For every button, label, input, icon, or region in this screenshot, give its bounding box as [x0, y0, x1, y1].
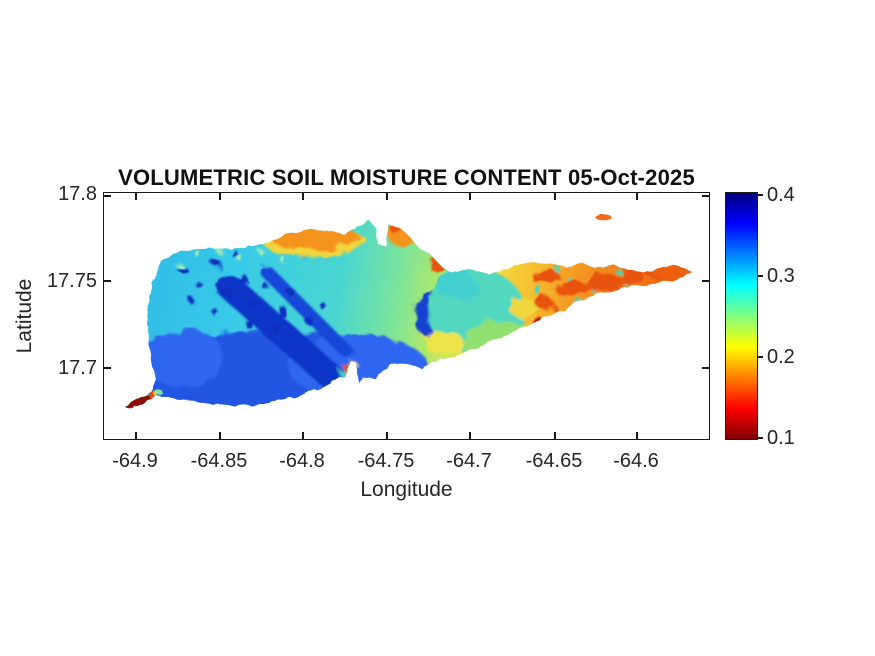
colorbar-tick-mark: [758, 437, 763, 439]
x-axis-label: Longitude: [360, 478, 453, 501]
colorbar-tick-label: 0.4: [767, 184, 795, 206]
x-tick-label: -64.6: [613, 450, 659, 472]
tick-mark: [104, 280, 111, 282]
colorbar-tick-label: 0.2: [767, 346, 795, 368]
tick-mark: [636, 193, 638, 200]
colorbar-tick-mark: [758, 275, 763, 277]
tick-mark: [135, 432, 137, 439]
y-tick-label: 17.75: [46, 270, 97, 292]
x-tick-label: -64.65: [525, 450, 583, 472]
tick-mark: [386, 432, 388, 439]
y-tick-label: 17.8: [58, 183, 97, 205]
colorbar-tick-mark: [758, 356, 763, 358]
tick-mark: [219, 193, 221, 200]
tick-mark: [702, 195, 709, 197]
figure-title: VOLUMETRIC SOIL MOISTURE CONTENT 05-Oct-…: [118, 165, 695, 190]
plot-area: [103, 192, 710, 440]
tick-mark: [554, 432, 556, 439]
tick-mark: [636, 432, 638, 439]
tick-mark: [302, 193, 304, 200]
x-tick-label: -64.8: [279, 450, 325, 472]
tick-mark: [469, 193, 471, 200]
tick-mark: [302, 432, 304, 439]
x-tick-label: -64.9: [112, 450, 158, 472]
tick-mark: [219, 432, 221, 439]
colorbar-tick-label: 0.1: [767, 427, 795, 449]
tick-mark: [702, 367, 709, 369]
y-axis-label: Latitude: [13, 278, 36, 354]
tick-mark: [135, 193, 137, 200]
tick-mark: [469, 432, 471, 439]
tick-mark: [104, 195, 111, 197]
tick-mark: [104, 367, 111, 369]
y-tick-label: 17.7: [58, 357, 97, 379]
x-tick-label: -64.85: [190, 450, 248, 472]
island-map: [125, 214, 692, 409]
tick-mark: [554, 193, 556, 200]
tick-mark: [386, 193, 388, 200]
x-tick-label: -64.75: [357, 450, 415, 472]
colorbar-tick-mark: [758, 194, 763, 196]
buck-island: [595, 214, 611, 220]
tick-mark: [702, 280, 709, 282]
x-tick-label: -64.7: [446, 450, 492, 472]
colorbar: [725, 192, 758, 440]
colorbar-tick-label: 0.3: [767, 265, 795, 287]
